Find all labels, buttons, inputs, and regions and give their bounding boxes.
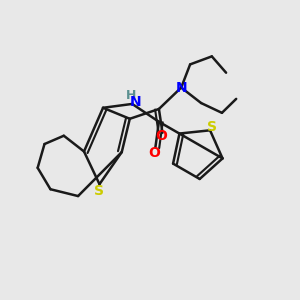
Text: O: O	[148, 146, 160, 160]
Text: O: O	[155, 129, 167, 143]
Text: N: N	[176, 81, 188, 94]
Text: S: S	[94, 184, 104, 198]
Text: N: N	[130, 94, 142, 109]
Text: H: H	[125, 89, 136, 102]
Text: S: S	[206, 120, 217, 134]
